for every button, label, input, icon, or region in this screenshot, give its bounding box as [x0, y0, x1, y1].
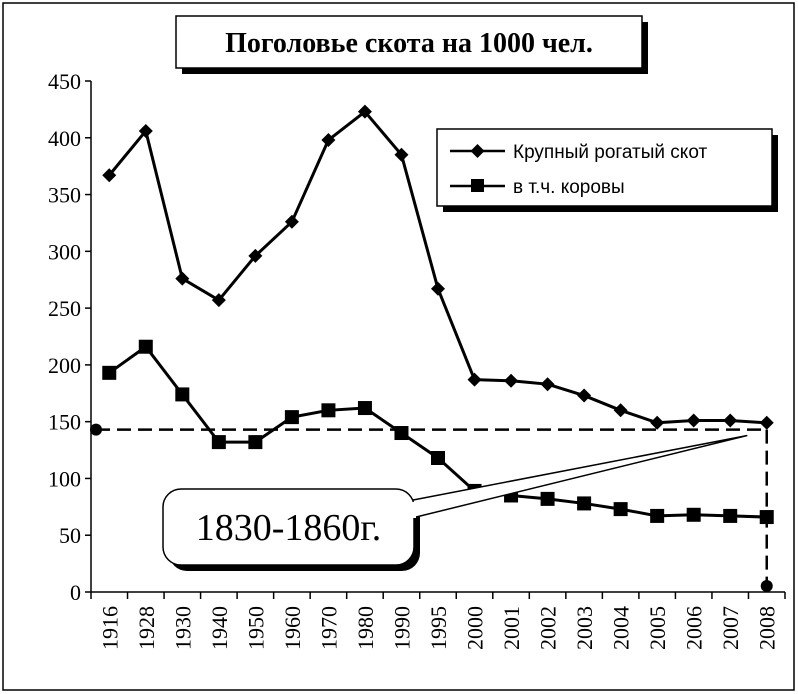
data-point-cows: [613, 502, 628, 517]
x-tick-label: 2004: [609, 606, 634, 650]
data-point-cows: [686, 507, 701, 522]
y-tick-label: 150: [48, 410, 81, 435]
legend: Крупный рогатый скот в т.ч. коровы: [436, 128, 778, 212]
data-point-cattle: [102, 168, 117, 183]
data-point-cattle: [284, 214, 299, 229]
x-tick-label: 1940: [207, 606, 232, 650]
x-tick-label: 1980: [353, 606, 378, 650]
y-tick-label: 450: [48, 69, 81, 94]
data-point-cattle: [540, 377, 555, 392]
x-tick-label: 2008: [755, 606, 780, 650]
x-tick-label: 1995: [426, 606, 451, 650]
data-point-cows: [577, 496, 592, 511]
data-point-cattle: [723, 413, 738, 428]
x-tick-label: 2003: [572, 606, 597, 650]
data-point-cattle: [175, 271, 190, 286]
data-point-cattle: [504, 373, 519, 388]
x-tick-label: 1930: [170, 606, 195, 650]
y-tick-label: 400: [48, 126, 81, 151]
x-tick-label: 2001: [499, 606, 524, 650]
legend-label-cows: в т.ч. коровы: [513, 177, 625, 198]
data-point-cattle: [577, 388, 592, 403]
callout-joint: [404, 502, 416, 518]
data-point-cattle: [248, 248, 263, 263]
axes: 0 50 100 150 200 250 300 350 400 450 1916 1928 1930 1…: [48, 69, 786, 650]
legend-square-marker: [471, 179, 484, 192]
data-point-cows: [431, 451, 445, 466]
reference-point-y-axis: [90, 423, 102, 436]
x-tick-label: 1990: [389, 606, 414, 650]
x-tick-label: 1960: [280, 606, 305, 650]
chart-title-box: Поголовье скота на 1000 чел.: [175, 15, 648, 74]
x-tick-label: 1970: [316, 606, 341, 650]
x-tick-label: 2006: [682, 606, 707, 650]
x-tick-label: 1916: [97, 606, 122, 650]
data-point-cattle: [211, 293, 226, 308]
data-point-cows: [540, 491, 555, 506]
data-point-cattle: [321, 133, 336, 148]
y-tick-label: 100: [48, 466, 81, 491]
x-tick-label: 2002: [536, 606, 561, 650]
data-point-cows: [394, 426, 409, 441]
callout: 1830-1860г.: [162, 434, 748, 571]
callout-box: [162, 488, 415, 566]
legend-label-cattle: Крупный рогатый скот: [513, 142, 707, 163]
data-point-cows: [211, 435, 226, 450]
data-point-cattle: [650, 415, 665, 430]
chart-title: Поголовье скота на 1000 чел.: [225, 28, 593, 59]
reference-point-x-axis: [760, 580, 773, 592]
data-point-cows: [248, 435, 263, 450]
data-point-cattle: [686, 413, 701, 428]
data-point-cows: [650, 508, 665, 523]
data-point-cattle: [138, 123, 153, 138]
y-tick-label: 350: [48, 183, 81, 208]
data-point-cows: [723, 508, 738, 523]
callout-label: 1830-1860г.: [196, 507, 381, 549]
y-tick-label: 300: [48, 239, 81, 264]
x-tick-label: 2005: [645, 606, 670, 650]
x-tick-label: 2007: [718, 606, 743, 650]
legend-item-cows: в т.ч. коровы: [450, 177, 625, 198]
y-tick-label: 200: [48, 353, 81, 378]
data-point-cows: [759, 510, 774, 525]
data-point-cows: [284, 410, 299, 425]
legend-item-cattle: Крупный рогатый скот: [450, 142, 707, 163]
data-point-cattle: [357, 104, 372, 119]
y-tick-label: 50: [59, 523, 81, 548]
legend-diamond-marker: [470, 144, 485, 158]
x-tick-label: 1928: [134, 606, 159, 650]
data-point-cattle: [759, 415, 774, 430]
data-point-cows: [102, 365, 117, 380]
data-point-cows: [357, 401, 372, 416]
data-point-cows: [138, 339, 153, 354]
series-group: [102, 104, 774, 525]
data-point-cattle: [613, 403, 628, 418]
data-point-cows: [321, 403, 336, 418]
data-point-cattle: [394, 147, 409, 162]
y-tick-label: 250: [48, 296, 81, 321]
data-point-cows: [175, 387, 190, 402]
data-point-cattle: [467, 372, 482, 387]
x-tick-label: 2000: [463, 606, 488, 650]
x-tick-label: 1950: [243, 606, 268, 650]
data-point-cattle: [431, 281, 445, 296]
y-tick-label: 0: [70, 580, 81, 605]
